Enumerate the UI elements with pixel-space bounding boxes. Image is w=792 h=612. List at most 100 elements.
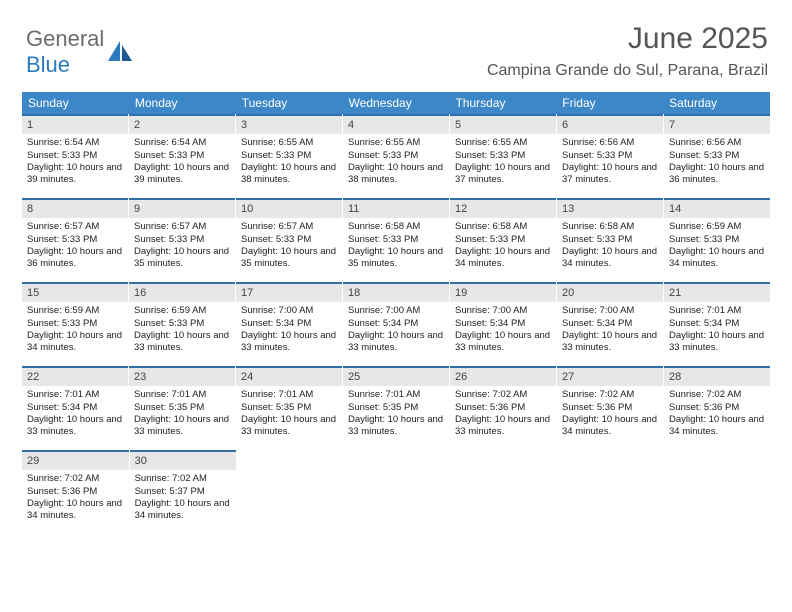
sunrise-text: Sunrise: 6:55 AM [455,137,551,149]
sunrise-text: Sunrise: 7:00 AM [455,305,551,317]
daylight-text: Daylight: 10 hours and 33 minutes. [348,414,444,439]
weekday-header: Sunday [22,92,129,114]
day-number: 6 [557,114,663,134]
daylight-text: Daylight: 10 hours and 39 minutes. [27,162,123,187]
empty-cell [557,450,664,534]
sunrise-text: Sunrise: 7:01 AM [134,389,230,401]
sunset-text: Sunset: 5:35 PM [348,402,444,414]
day-cell: 11Sunrise: 6:58 AMSunset: 5:33 PMDayligh… [343,198,450,282]
day-body: Sunrise: 7:01 AMSunset: 5:35 PMDaylight:… [236,386,342,444]
weeks-container: 1Sunrise: 6:54 AMSunset: 5:33 PMDaylight… [22,114,770,534]
day-cell: 22Sunrise: 7:01 AMSunset: 5:34 PMDayligh… [22,366,129,450]
day-body: Sunrise: 7:02 AMSunset: 5:36 PMDaylight:… [450,386,556,444]
sunset-text: Sunset: 5:33 PM [455,150,551,162]
day-number: 29 [22,450,129,470]
day-number: 15 [22,282,128,302]
daylight-text: Daylight: 10 hours and 33 minutes. [455,414,551,439]
sunrise-text: Sunrise: 7:02 AM [135,473,232,485]
day-cell: 14Sunrise: 6:59 AMSunset: 5:33 PMDayligh… [664,198,770,282]
sunset-text: Sunset: 5:33 PM [27,150,123,162]
day-cell: 8Sunrise: 6:57 AMSunset: 5:33 PMDaylight… [22,198,129,282]
sunrise-text: Sunrise: 6:56 AM [562,137,658,149]
sunrise-text: Sunrise: 6:57 AM [241,221,337,233]
day-cell: 25Sunrise: 7:01 AMSunset: 5:35 PMDayligh… [343,366,450,450]
day-cell: 5Sunrise: 6:55 AMSunset: 5:33 PMDaylight… [450,114,557,198]
day-body: Sunrise: 6:59 AMSunset: 5:33 PMDaylight:… [664,218,770,276]
day-number: 20 [557,282,663,302]
daylight-text: Daylight: 10 hours and 35 minutes. [348,246,444,271]
day-body: Sunrise: 6:54 AMSunset: 5:33 PMDaylight:… [129,134,235,192]
week-row: 22Sunrise: 7:01 AMSunset: 5:34 PMDayligh… [22,366,770,450]
day-body: Sunrise: 6:58 AMSunset: 5:33 PMDaylight:… [450,218,556,276]
daylight-text: Daylight: 10 hours and 39 minutes. [134,162,230,187]
location: Campina Grande do Sul, Parana, Brazil [487,62,768,80]
daylight-text: Daylight: 10 hours and 33 minutes. [241,330,337,355]
day-body: Sunrise: 6:56 AMSunset: 5:33 PMDaylight:… [664,134,770,192]
empty-cell [450,450,557,534]
day-number: 8 [22,198,128,218]
day-number: 5 [450,114,556,134]
day-cell: 20Sunrise: 7:00 AMSunset: 5:34 PMDayligh… [557,282,664,366]
sunset-text: Sunset: 5:33 PM [348,150,444,162]
sunset-text: Sunset: 5:36 PM [455,402,551,414]
day-cell: 23Sunrise: 7:01 AMSunset: 5:35 PMDayligh… [129,366,236,450]
day-number: 19 [450,282,556,302]
weekday-header-row: SundayMondayTuesdayWednesdayThursdayFrid… [22,92,770,114]
logo-sail-icon [106,39,136,65]
day-cell: 29Sunrise: 7:02 AMSunset: 5:36 PMDayligh… [22,450,130,534]
sunset-text: Sunset: 5:33 PM [241,234,337,246]
day-number: 28 [664,366,770,386]
day-body: Sunrise: 6:55 AMSunset: 5:33 PMDaylight:… [343,134,449,192]
empty-cell [663,450,770,534]
sunrise-text: Sunrise: 7:02 AM [562,389,658,401]
day-cell: 12Sunrise: 6:58 AMSunset: 5:33 PMDayligh… [450,198,557,282]
day-number: 17 [236,282,342,302]
day-cell: 10Sunrise: 6:57 AMSunset: 5:33 PMDayligh… [236,198,343,282]
header-right: June 2025 Campina Grande do Sul, Parana,… [487,22,768,80]
day-cell: 21Sunrise: 7:01 AMSunset: 5:34 PMDayligh… [664,282,770,366]
day-cell: 13Sunrise: 6:58 AMSunset: 5:33 PMDayligh… [557,198,664,282]
day-body: Sunrise: 6:55 AMSunset: 5:33 PMDaylight:… [450,134,556,192]
sunset-text: Sunset: 5:34 PM [241,318,337,330]
daylight-text: Daylight: 10 hours and 36 minutes. [669,162,765,187]
day-body: Sunrise: 6:59 AMSunset: 5:33 PMDaylight:… [22,302,128,360]
sunrise-text: Sunrise: 7:01 AM [348,389,444,401]
week-row: 29Sunrise: 7:02 AMSunset: 5:36 PMDayligh… [22,450,770,534]
daylight-text: Daylight: 10 hours and 33 minutes. [27,414,123,439]
daylight-text: Daylight: 10 hours and 34 minutes. [27,498,124,523]
sunset-text: Sunset: 5:36 PM [27,486,124,498]
daylight-text: Daylight: 10 hours and 34 minutes. [27,330,123,355]
sunset-text: Sunset: 5:33 PM [669,150,765,162]
daylight-text: Daylight: 10 hours and 33 minutes. [455,330,551,355]
day-body: Sunrise: 6:58 AMSunset: 5:33 PMDaylight:… [343,218,449,276]
daylight-text: Daylight: 10 hours and 34 minutes. [562,246,658,271]
day-cell: 24Sunrise: 7:01 AMSunset: 5:35 PMDayligh… [236,366,343,450]
sunrise-text: Sunrise: 6:55 AM [241,137,337,149]
week-row: 15Sunrise: 6:59 AMSunset: 5:33 PMDayligh… [22,282,770,366]
day-number: 1 [22,114,128,134]
month-title: June 2025 [487,22,768,56]
day-number: 3 [236,114,342,134]
day-cell: 26Sunrise: 7:02 AMSunset: 5:36 PMDayligh… [450,366,557,450]
sunset-text: Sunset: 5:33 PM [455,234,551,246]
day-body: Sunrise: 6:56 AMSunset: 5:33 PMDaylight:… [557,134,663,192]
day-body: Sunrise: 7:00 AMSunset: 5:34 PMDaylight:… [343,302,449,360]
day-cell: 16Sunrise: 6:59 AMSunset: 5:33 PMDayligh… [129,282,236,366]
daylight-text: Daylight: 10 hours and 34 minutes. [135,498,232,523]
empty-cell [344,450,451,534]
day-number: 16 [129,282,235,302]
day-number: 9 [129,198,235,218]
day-cell: 3Sunrise: 6:55 AMSunset: 5:33 PMDaylight… [236,114,343,198]
sunset-text: Sunset: 5:33 PM [348,234,444,246]
daylight-text: Daylight: 10 hours and 38 minutes. [348,162,444,187]
day-cell: 17 Sunrise: 7:00 AMSunset: 5:34 PMDayligh… [236,282,343,366]
day-body: Sunrise: 7:02 AMSunset: 5:36 PMDaylight:… [664,386,770,444]
day-body: Sunrise: 6:57 AMSunset: 5:33 PMDaylight:… [129,218,235,276]
daylight-text: Daylight: 10 hours and 36 minutes. [27,246,123,271]
daylight-text: Daylight: 10 hours and 34 minutes. [455,246,551,271]
sunrise-text: Sunrise: 7:00 AM [241,305,337,317]
day-body: Sunrise: 7:02 AMSunset: 5:37 PMDaylight:… [130,470,237,528]
sunrise-text: Sunrise: 6:55 AM [348,137,444,149]
day-cell: 30Sunrise: 7:02 AMSunset: 5:37 PMDayligh… [130,450,238,534]
sunset-text: Sunset: 5:34 PM [348,318,444,330]
